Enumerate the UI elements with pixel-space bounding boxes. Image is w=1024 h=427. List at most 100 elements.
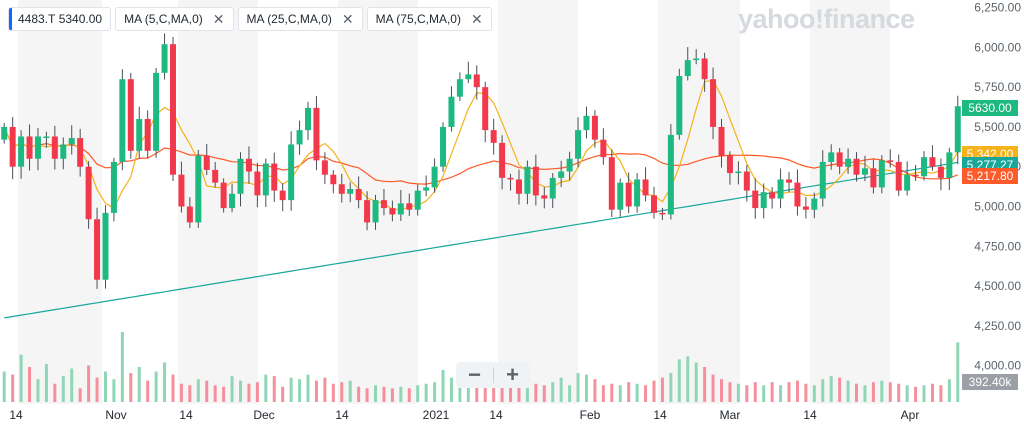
volume-bar [947, 379, 951, 402]
candle-body [364, 200, 371, 223]
candle-body [735, 171, 742, 174]
volume-bar [365, 388, 369, 402]
volume-bar [289, 377, 293, 402]
volume-bar [627, 382, 631, 402]
candle-body [473, 74, 480, 88]
volume-bar [855, 383, 859, 402]
volume-bar [956, 342, 960, 402]
candle-body [558, 171, 565, 178]
ma5-chip[interactable]: MA (5,C,MA,0) ✕ [115, 7, 234, 31]
volume-bar [348, 380, 352, 402]
zoom-in-button[interactable]: + [506, 362, 519, 387]
volume-bar [618, 385, 622, 402]
candle-body [634, 179, 641, 207]
candle-body [921, 157, 928, 177]
candle-body [954, 106, 961, 153]
candle-body [43, 136, 50, 138]
candle-body [912, 174, 919, 177]
volume-bar [281, 386, 285, 402]
volume-bar [838, 377, 842, 402]
indicator-legend: 4483.T 5340.00 MA (5,C,MA,0) ✕ MA (25,C,… [8, 7, 492, 31]
zoom-out-button[interactable]: − [468, 362, 481, 387]
close-icon[interactable]: ✕ [212, 10, 225, 27]
close-icon[interactable]: ✕ [470, 10, 483, 27]
candle-body [229, 193, 236, 209]
price-badge-label: 392.40k [969, 375, 1013, 389]
candle-body [313, 107, 320, 161]
candle-body [161, 44, 168, 73]
volume-bar [53, 383, 57, 402]
ma25-chip[interactable]: MA (25,C,MA,0) ✕ [237, 7, 363, 31]
volume-bar [880, 380, 884, 402]
volume-bar [728, 382, 732, 402]
yahoo-finance-watermark: yahoo!finance [738, 4, 915, 34]
candle-body [338, 184, 345, 194]
volume-bar [897, 383, 901, 402]
candle-body [870, 168, 877, 188]
candle-body [532, 166, 539, 196]
volume-bar [829, 376, 833, 402]
candle-body [642, 179, 649, 196]
x-axis-tick-label: 14 [179, 408, 193, 422]
candle-body [836, 152, 843, 167]
candle-body [110, 161, 117, 213]
volume-bar [213, 385, 217, 402]
ma75-chip[interactable]: MA (75,C,MA,0) ✕ [366, 7, 492, 31]
zoom-divider [493, 367, 494, 383]
volume-bar [390, 388, 394, 402]
volume-bar [584, 374, 588, 402]
volume-bar [694, 362, 698, 402]
ticker-chip[interactable]: 4483.T 5340.00 [8, 7, 112, 31]
candle-body [769, 192, 776, 199]
price-badge [962, 100, 1018, 116]
candle-body [406, 203, 413, 210]
candle-body [144, 118, 151, 151]
candle-body [802, 206, 809, 210]
close-icon[interactable]: ✕ [341, 10, 354, 27]
volume-bar [930, 383, 934, 402]
volume-bar [28, 367, 32, 402]
volume-bar [660, 377, 664, 402]
candle-body [895, 161, 902, 191]
candle-body [710, 79, 717, 127]
ticker-symbol: 4483.T [18, 12, 56, 26]
ticker-price: 5340.00 [58, 12, 103, 26]
candle-body [212, 169, 219, 183]
volume-bar [703, 367, 707, 402]
candle-body [9, 126, 16, 167]
candle-body [752, 190, 759, 209]
volume-bar [871, 382, 875, 402]
candle-body [136, 118, 143, 151]
x-axis-tick-label: 2021 [423, 408, 450, 422]
volume-bar [762, 385, 766, 402]
volume-bar [635, 383, 639, 402]
candle-body [693, 58, 700, 61]
candle-body [507, 177, 514, 180]
volume-bar [922, 385, 926, 402]
volume-bar [914, 386, 918, 402]
candle-body [490, 130, 497, 143]
x-axis-tick-label: Dec [253, 408, 274, 422]
volume-bar [686, 356, 690, 402]
candle-body [515, 179, 522, 194]
volume-bar [340, 382, 344, 402]
volume-bar [787, 382, 791, 402]
x-axis-tick-label: Apr [901, 408, 920, 422]
volume-bar [525, 386, 529, 402]
volume-bar [163, 362, 167, 402]
candle-body [271, 163, 278, 191]
volume-bar [509, 379, 513, 402]
x-axis-tick-label: 14 [9, 408, 23, 422]
volume-bar [652, 380, 656, 402]
candle-body [186, 206, 193, 223]
volume-bar [576, 373, 580, 402]
volume-bar [264, 374, 268, 402]
volume-bar [171, 374, 175, 402]
volume-bar [779, 385, 783, 402]
candle-body [760, 192, 767, 209]
month-band [498, 0, 578, 404]
y-axis-tick-label: 4,000.00 [974, 359, 1021, 373]
month-band [810, 0, 890, 404]
volume-bar [601, 385, 605, 402]
